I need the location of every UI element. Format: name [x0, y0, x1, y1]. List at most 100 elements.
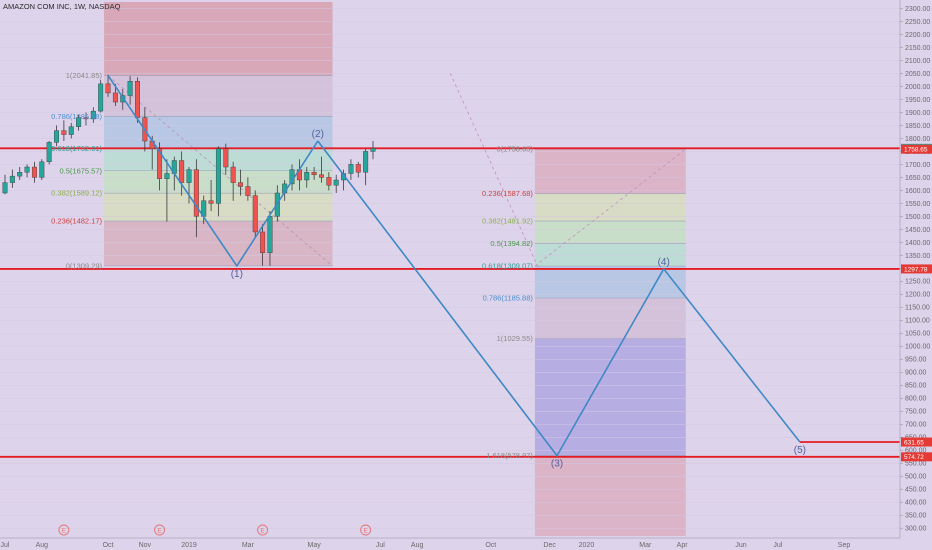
candlestick[interactable]: [120, 89, 126, 110]
wave-label[interactable]: (3): [551, 459, 563, 470]
price-tick-label: 1500.00: [905, 214, 930, 221]
candle-body: [252, 195, 258, 233]
candlestick[interactable]: [61, 120, 67, 142]
earnings-letter: E: [260, 528, 265, 535]
fib-right-level-label: 1(1029.55): [497, 334, 534, 343]
candlestick[interactable]: [252, 190, 258, 238]
candlestick[interactable]: [267, 211, 273, 266]
candle-body: [54, 130, 60, 143]
candlestick[interactable]: [164, 159, 170, 222]
time-tick-label: Aug: [36, 542, 49, 549]
price-tick-label: 1350.00: [905, 253, 930, 260]
fib-left-band: [104, 2, 333, 76]
candlestick[interactable]: [9, 169, 15, 188]
price-axis[interactable]: 300.00 350.00 400.00 450.00 500.00 550.00 600.…: [899, 0, 932, 538]
fib-left-band: [104, 75, 333, 117]
candlestick[interactable]: [304, 167, 310, 188]
candlestick[interactable]: [68, 122, 74, 139]
candlestick[interactable]: [90, 107, 96, 123]
candle-body: [355, 164, 361, 173]
candlestick[interactable]: [193, 159, 199, 238]
fib-right-band: [534, 193, 686, 222]
candle-body: [83, 117, 89, 120]
candlestick[interactable]: [186, 167, 192, 204]
candlestick[interactable]: [31, 161, 37, 183]
candle-body: [215, 148, 221, 204]
candlestick[interactable]: [370, 141, 376, 160]
candlestick[interactable]: [98, 79, 104, 113]
time-tick-label: Nov: [139, 542, 152, 549]
price-tick-label: 1900.00: [905, 110, 930, 117]
earnings-marker[interactable]: E: [360, 524, 372, 536]
candle-body: [76, 117, 82, 127]
candlestick[interactable]: [2, 174, 8, 195]
earnings-circle: [154, 524, 166, 536]
earnings-marker[interactable]: E: [257, 524, 269, 536]
candlestick[interactable]: [311, 167, 317, 180]
time-tick-label: 2019: [181, 542, 197, 549]
fib-right-band: [534, 265, 686, 299]
candlestick[interactable]: [208, 180, 214, 212]
candlestick[interactable]: [179, 151, 185, 196]
candlestick[interactable]: [355, 161, 361, 178]
price-tag-label: 574.72: [904, 454, 924, 461]
candlestick[interactable]: [24, 164, 30, 178]
candlestick[interactable]: [46, 141, 52, 165]
candlestick[interactable]: [215, 146, 221, 217]
candlestick[interactable]: [318, 156, 324, 183]
candle-body: [326, 177, 332, 186]
price-tick-label: 900.00: [905, 370, 927, 377]
wave-label[interactable]: (5): [794, 445, 806, 456]
candlestick[interactable]: [39, 159, 45, 180]
candlestick[interactable]: [223, 143, 229, 175]
candlestick[interactable]: [17, 167, 23, 180]
earnings-marker[interactable]: E: [154, 524, 166, 536]
candlestick[interactable]: [76, 115, 82, 131]
time-tick-label: Sep: [838, 542, 851, 549]
price-tick-label: 1550.00: [905, 201, 930, 208]
candlestick[interactable]: [83, 112, 89, 126]
fib-right-level-label: 1.618(578.97): [486, 451, 533, 460]
time-tick-label: Jul: [773, 542, 782, 549]
candlestick[interactable]: [238, 169, 244, 196]
candlestick[interactable]: [333, 174, 339, 193]
price-tick-label: 1950.00: [905, 97, 930, 104]
fib-right-level-label: 0.618(1309.07): [482, 261, 533, 270]
fib-labels-layer: 1(2041.85) 0.786(1885.08) 0.618(1762.01) 0.…: [51, 71, 533, 460]
candlestick[interactable]: [127, 76, 133, 105]
fib-left-trend-line: [107, 75, 333, 267]
time-tick-label: 2020: [579, 542, 595, 549]
time-axis[interactable]: Jul Aug Oct Nov 2019 Mar May Jul Aug Oct Dec 2020 Ma…: [0, 524, 900, 550]
earnings-marker[interactable]: E: [58, 524, 70, 536]
price-tick-label: 800.00: [905, 396, 927, 403]
wave-label[interactable]: (2): [312, 129, 324, 140]
candle-body: [31, 166, 37, 178]
time-axis-background: [0, 538, 900, 550]
fib-right-level-label: 0.382(1481.92): [482, 217, 533, 226]
candlestick[interactable]: [245, 177, 251, 201]
elliott-wave-line-left[interactable]: [107, 75, 319, 268]
elliott-wave-layer[interactable]: (1) (2) (3) (4) (5): [107, 75, 806, 470]
candlestick[interactable]: [363, 148, 369, 186]
candlestick[interactable]: [134, 77, 140, 123]
wave-label[interactable]: (1): [231, 269, 243, 280]
price-tag-label: 1758.65: [904, 147, 928, 154]
candlestick[interactable]: [348, 159, 354, 180]
time-tick-label: Oct: [103, 542, 114, 549]
price-tick-label: 400.00: [905, 500, 927, 507]
fib-right-level-label: 0(1758.65): [497, 145, 534, 154]
fib-left-level-label: 0.5(1675.57): [59, 166, 102, 175]
wave-label[interactable]: (4): [658, 257, 670, 268]
candles-layer[interactable]: [2, 74, 376, 266]
candlestick[interactable]: [326, 172, 332, 191]
earnings-letter: E: [62, 528, 67, 535]
candlestick[interactable]: [260, 224, 266, 266]
candlestick[interactable]: [105, 74, 111, 97]
elliott-wave-line-right[interactable]: [317, 140, 801, 458]
fib-right-level-label: 0.5(1394.82): [490, 239, 533, 248]
price-tag-label: 1297.78: [904, 266, 928, 273]
candle-body: [105, 83, 111, 94]
candlestick[interactable]: [54, 125, 60, 147]
candlestick[interactable]: [230, 161, 236, 201]
